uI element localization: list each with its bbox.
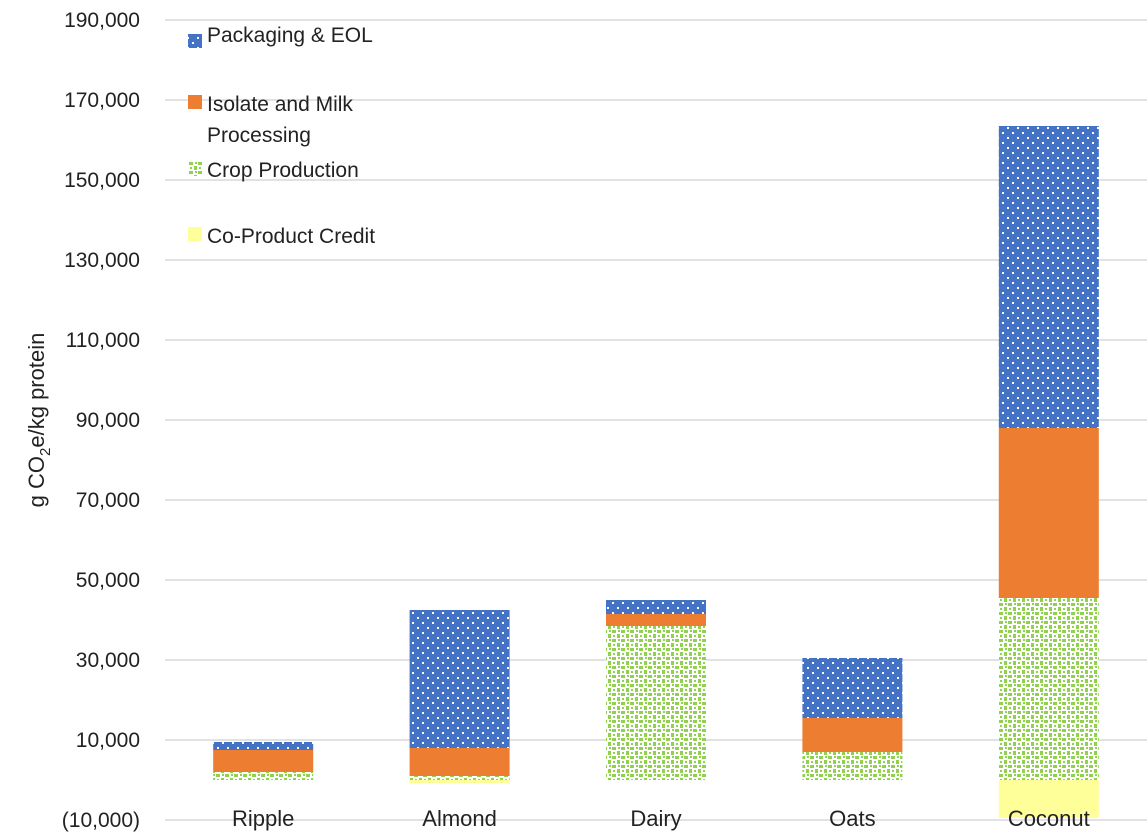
bar-segment-crop-production-coconut [998, 598, 1099, 780]
x-category-label: Ripple [232, 806, 294, 831]
bar-segment-crop-production-oats [802, 752, 903, 780]
bar-segment-packaging-eol-coconut [998, 126, 1099, 428]
y-tick-label: 110,000 [66, 329, 140, 352]
bar-segment-crop-production-dairy [606, 626, 706, 780]
gridlines [165, 19, 1147, 821]
bar-segment-isolate-and-milk-processing-oats [802, 718, 903, 752]
legend-label-isolate: Isolate and Milk Processing [207, 93, 359, 147]
x-category-label: Almond [422, 806, 497, 831]
y-tick-label: 150,000 [64, 169, 140, 192]
legend-swatch-isolate [188, 95, 202, 109]
y-tick-label: (10,000) [62, 809, 140, 832]
x-category-label: Dairy [630, 806, 681, 831]
x-axis-categories: Ripple Almond Dairy Oats Coconut [232, 806, 1090, 831]
bar-segment-packaging-eol-oats [802, 658, 903, 718]
bar-segment-packaging-eol-almond [409, 610, 510, 748]
y-tick-label: 30,000 [76, 649, 140, 672]
bar-segment-crop-production-almond [409, 776, 510, 780]
y-tick-label: 170,000 [64, 89, 140, 112]
legend-label-coproduct: Co-Product Credit [207, 225, 375, 248]
bar-segment-crop-production-ripple [213, 772, 314, 780]
bar-segment-isolate-and-milk-processing-ripple [213, 750, 314, 772]
bar-segment-co-product-credit-almond [409, 780, 510, 784]
bar-segment-packaging-eol-ripple [213, 742, 314, 750]
bar-segment-isolate-and-milk-processing-dairy [606, 614, 706, 626]
bar-segment-isolate-and-milk-processing-coconut [998, 428, 1099, 598]
bars [213, 126, 1099, 818]
legend-swatch-packaging [188, 34, 202, 48]
legend-label-crop: Crop Production [207, 159, 359, 182]
legend-label-packaging: Packaging & EOL [207, 24, 373, 47]
x-category-label: Coconut [1008, 806, 1090, 831]
bar-segment-co-product-credit-coconut [998, 780, 1099, 818]
bar-segment-packaging-eol-dairy [606, 600, 706, 614]
y-tick-label: 190,000 [64, 9, 140, 32]
legend-swatch-coproduct [188, 227, 202, 241]
legend-swatch-crop [188, 162, 202, 176]
y-tick-label: 50,000 [76, 569, 140, 592]
y-tick-label: 70,000 [76, 489, 140, 512]
y-axis-ticks: (10,000) 10,000 30,000 50,000 70,000 90,000 11… [62, 9, 140, 832]
y-axis-title: g CO2e/kg protein [24, 333, 54, 508]
x-category-label: Oats [829, 806, 875, 831]
legend: Packaging & EOL Isolate and Milk Processi… [188, 24, 375, 248]
bar-segment-isolate-and-milk-processing-almond [409, 748, 510, 776]
y-tick-label: 130,000 [64, 249, 140, 272]
y-tick-label: 10,000 [76, 729, 140, 752]
y-tick-label: 90,000 [76, 409, 140, 432]
